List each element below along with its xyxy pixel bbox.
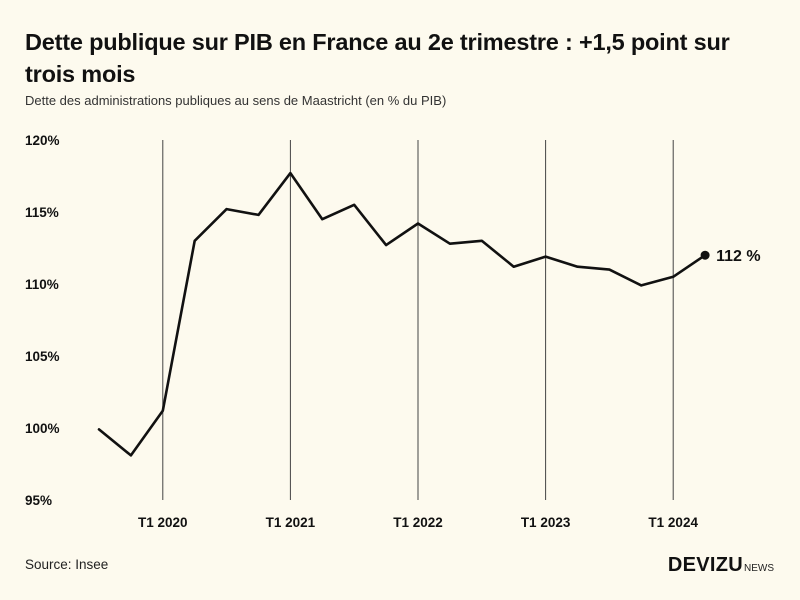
end-value-label: 112 % — [716, 248, 760, 265]
y-tick-label: 110% — [25, 277, 59, 292]
end-point-marker — [700, 250, 710, 260]
logo-wordmark: DEVIZU — [667, 554, 743, 576]
source-note: Source: Insee — [25, 557, 109, 572]
x-tick-label: T1 2022 — [393, 515, 443, 530]
x-tick-label: T1 2021 — [266, 515, 316, 530]
x-tick-label: T1 2024 — [648, 515, 698, 530]
series-line — [97, 171, 707, 457]
brand-logo: DEVIZU NEWS — [668, 554, 774, 577]
x-tick-label: T1 2020 — [138, 515, 188, 530]
y-tick-label: 115% — [25, 205, 59, 220]
y-tick-label: 95% — [25, 493, 52, 508]
y-tick-label: 120% — [25, 133, 60, 148]
y-tick-label: 100% — [25, 421, 60, 436]
chart-subtitle: Dette des administrations publiques au s… — [25, 93, 447, 108]
x-tick-label: T1 2023 — [521, 515, 571, 530]
y-tick-label: 105% — [25, 349, 60, 364]
logo-suffix: NEWS — [744, 563, 774, 574]
chart-title: Dette publique sur PIB en France au 2e t… — [25, 29, 730, 87]
